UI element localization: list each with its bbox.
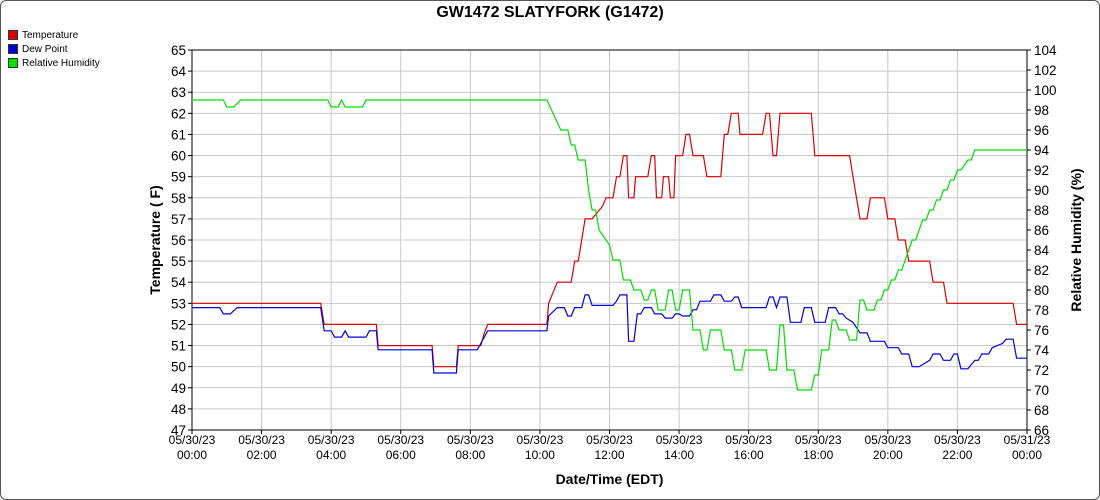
x-tick-label-date: 05/30/23 (447, 433, 494, 447)
series-line-relative-humidity (192, 98, 1027, 391)
y-tick-label-left: 59 (171, 170, 186, 185)
y-tick-label-right: 74 (1034, 343, 1050, 358)
x-tick-label-time: 16:00 (734, 448, 764, 462)
y-tick-label-right: 80 (1034, 283, 1049, 298)
x-tick-label-time: 12:00 (594, 448, 624, 462)
y-tick-label-right: 90 (1034, 183, 1049, 198)
y-tick-label-left: 55 (171, 254, 186, 269)
x-tick-label-date: 05/30/23 (238, 433, 285, 447)
x-tick-label-date: 05/30/23 (656, 433, 703, 447)
y-tick-label-left: 54 (171, 275, 187, 290)
x-tick-label-date: 05/31/23 (1004, 433, 1051, 447)
y-tick-label-left: 65 (171, 43, 186, 58)
y-tick-label-left: 58 (171, 191, 186, 206)
x-tick-label-time: 06:00 (386, 448, 416, 462)
y-tick-label-right: 70 (1034, 383, 1049, 398)
y-axis-label-left: Temperature ( F) (147, 185, 163, 295)
legend-item-relative-humidity: Relative Humidity (8, 56, 100, 70)
y-tick-label-left: 61 (171, 127, 186, 142)
y-tick-label-left: 47 (171, 423, 186, 438)
y-tick-label-left: 52 (171, 317, 186, 332)
x-tick-label-time: 18:00 (803, 448, 833, 462)
y-tick-label-left: 49 (171, 381, 186, 396)
y-tick-label-right: 100 (1034, 83, 1057, 98)
chart-title: GW1472 SLATYFORK (G1472) (436, 4, 664, 21)
y-tick-label-right: 92 (1034, 163, 1049, 178)
legend-label-dew-point: Dew Point (22, 43, 68, 55)
y-tick-label-left: 48 (171, 402, 186, 417)
y-tick-label-left: 53 (171, 296, 186, 311)
y-tick-label-right: 76 (1034, 323, 1049, 338)
y-tick-label-left: 51 (171, 339, 186, 354)
y-tick-label-right: 66 (1034, 423, 1049, 438)
y-tick-label-right: 102 (1034, 63, 1057, 78)
y-tick-label-right: 78 (1034, 303, 1049, 318)
series-line-temperature (192, 112, 1027, 368)
x-tick-label-date: 05/30/23 (377, 433, 424, 447)
y-tick-label-left: 57 (171, 212, 186, 227)
x-tick-label-date: 05/30/23 (517, 433, 564, 447)
y-tick-label-left: 56 (171, 233, 186, 248)
x-tick-label-time: 20:00 (873, 448, 903, 462)
x-tick-label-date: 05/30/23 (934, 433, 981, 447)
y-tick-label-right: 86 (1034, 223, 1049, 238)
series-line-dew-point (192, 294, 1027, 374)
x-axis-label: Date/Time (EDT) (555, 471, 664, 487)
y-tick-label-left: 50 (171, 360, 186, 375)
y-tick-label-left: 64 (171, 64, 187, 79)
x-tick-label-time: 14:00 (664, 448, 694, 462)
x-tick-label-date: 05/30/23 (864, 433, 911, 447)
x-tick-label-time: 02:00 (247, 448, 277, 462)
x-tick-label-time: 10:00 (525, 448, 555, 462)
legend: Temperature Dew Point Relative Humidity (8, 28, 100, 70)
x-tick-label-time: 04:00 (316, 448, 346, 462)
y-tick-label-right: 94 (1034, 143, 1050, 158)
y-tick-label-right: 96 (1034, 123, 1049, 138)
legend-label-temperature: Temperature (22, 29, 79, 41)
legend-item-temperature: Temperature (8, 28, 100, 42)
x-tick-label-time: 08:00 (455, 448, 485, 462)
y-tick-label-left: 62 (171, 106, 186, 121)
x-tick-label-time: 00:00 (1012, 448, 1042, 462)
x-tick-label-date: 05/30/23 (795, 433, 842, 447)
legend-item-dew-point: Dew Point (8, 42, 100, 56)
y-tick-label-right: 84 (1034, 243, 1050, 258)
legend-label-relative-humidity: Relative Humidity (22, 57, 100, 69)
y-tick-label-right: 104 (1034, 43, 1057, 58)
x-tick-label-date: 05/30/23 (725, 433, 772, 447)
y-axis-label-right: Relative Humidity (%) (1068, 168, 1084, 312)
y-tick-label-left: 60 (171, 149, 186, 164)
y-tick-label-left: 63 (171, 85, 186, 100)
legend-swatch-temperature (8, 30, 18, 40)
y-tick-label-right: 82 (1034, 263, 1049, 278)
x-tick-label-date: 05/30/23 (586, 433, 633, 447)
x-tick-label-time: 00:00 (177, 448, 207, 462)
y-tick-label-right: 98 (1034, 103, 1049, 118)
x-tick-label-time: 22:00 (942, 448, 972, 462)
x-tick-label-date: 05/30/23 (308, 433, 355, 447)
x-tick-label-date: 05/30/23 (169, 433, 216, 447)
legend-swatch-relative-humidity (8, 58, 18, 68)
y-tick-label-right: 68 (1034, 403, 1049, 418)
legend-swatch-dew-point (8, 44, 18, 54)
y-tick-label-right: 88 (1034, 203, 1049, 218)
plot-border (191, 49, 1028, 431)
y-tick-label-right: 72 (1034, 363, 1049, 378)
